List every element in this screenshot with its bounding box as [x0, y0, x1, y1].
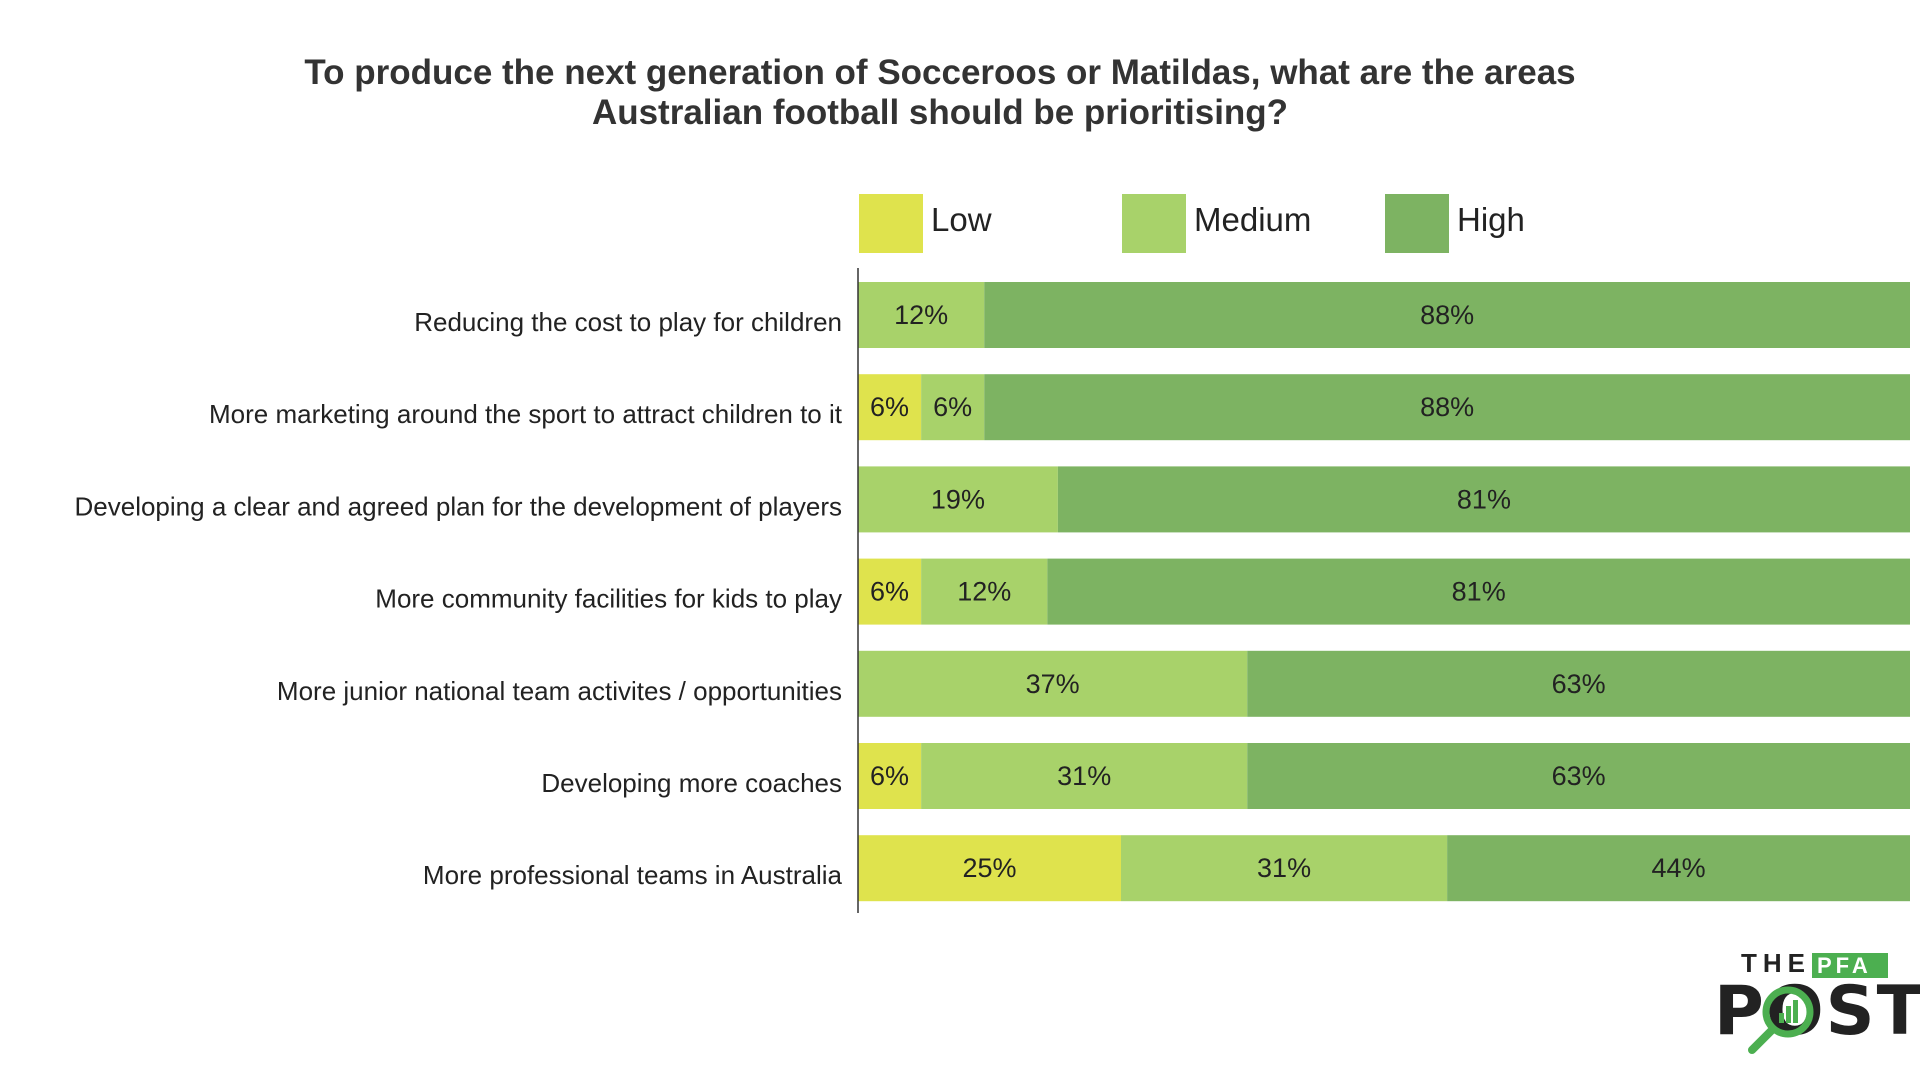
category-label: More junior national team activites / op…	[277, 676, 842, 706]
logo-post-text: POST	[1714, 972, 1920, 1051]
data-label: 63%	[1552, 761, 1606, 791]
data-label: 19%	[931, 484, 985, 514]
bar-segment-low	[858, 835, 1121, 902]
legend-swatch-low	[859, 194, 923, 253]
category-label: Developing a clear and agreed plan for t…	[75, 491, 843, 521]
bar-segment-high	[1447, 835, 1910, 902]
bar-segment-medium	[858, 650, 1248, 717]
data-label: 37%	[1026, 669, 1080, 699]
category-label: More community facilities for kids to pl…	[375, 584, 842, 614]
data-label: 25%	[962, 853, 1016, 883]
bar-segment-low	[858, 558, 922, 625]
bar-segment-high	[1247, 650, 1910, 717]
bar-segment-medium	[1121, 835, 1448, 902]
chart-title: To produce the next generation of Soccer…	[304, 53, 1575, 132]
data-label: 6%	[933, 392, 972, 422]
logo-pfa-badge	[1812, 953, 1888, 978]
data-label: 12%	[894, 300, 948, 330]
legend-label-low: Low	[931, 201, 992, 238]
data-label: 12%	[957, 577, 1011, 607]
data-label: 63%	[1552, 669, 1606, 699]
legend-label-high: High	[1457, 201, 1525, 238]
bar-segment-high	[984, 374, 1910, 441]
logo-the-text: THE	[1741, 948, 1811, 978]
data-label: 81%	[1457, 484, 1511, 514]
data-label: 6%	[870, 761, 909, 791]
category-label: More professional teams in Australia	[423, 860, 843, 890]
category-label: More marketing around the sport to attra…	[209, 399, 843, 429]
bar-segment-medium	[858, 466, 1058, 533]
category-label: Developing more coaches	[541, 768, 842, 798]
bar-segment-high	[984, 282, 1910, 348]
data-label: 31%	[1057, 761, 1111, 791]
legend-swatch-high	[1385, 194, 1449, 253]
bar-segment-low	[858, 374, 922, 441]
bar-segment-medium	[921, 558, 1048, 625]
bar-segment-medium	[921, 374, 985, 441]
data-label: 81%	[1452, 577, 1506, 607]
category-label: Reducing the cost to play for children	[414, 307, 842, 337]
data-label: 31%	[1257, 853, 1311, 883]
data-label: 6%	[870, 577, 909, 607]
data-label: 88%	[1420, 300, 1474, 330]
chart-title-line-2: Australian football should be prioritisi…	[592, 93, 1288, 132]
bar-segment-medium	[921, 743, 1248, 809]
pfa-post-logo: THE PFA POST	[1714, 948, 1920, 1054]
chart-title-line-1: To produce the next generation of Soccer…	[304, 53, 1575, 92]
data-label: 6%	[870, 392, 909, 422]
bar-segment-high	[1047, 558, 1910, 625]
bar-segment-high	[1057, 466, 1910, 533]
logo-pfa-text: PFA	[1817, 953, 1872, 978]
bar-segment-high	[1247, 743, 1910, 809]
chart-legend: Low Medium High	[859, 194, 1525, 253]
bar-segment-low	[858, 743, 922, 809]
magnifier-chart-icon	[1748, 986, 1814, 1054]
bars: 12% 88% 6% 6% 88% 19% 81% 6% 12% 81% 37% 63% 6% 31% 63…	[858, 282, 1910, 902]
category-labels: Reducing the cost to play for children Mo…	[75, 307, 843, 890]
legend-label-medium: Medium	[1194, 201, 1311, 238]
data-label: 44%	[1652, 853, 1706, 883]
legend-swatch-medium	[1122, 194, 1186, 253]
bar-segment-medium	[858, 282, 985, 348]
data-label: 88%	[1420, 392, 1474, 422]
